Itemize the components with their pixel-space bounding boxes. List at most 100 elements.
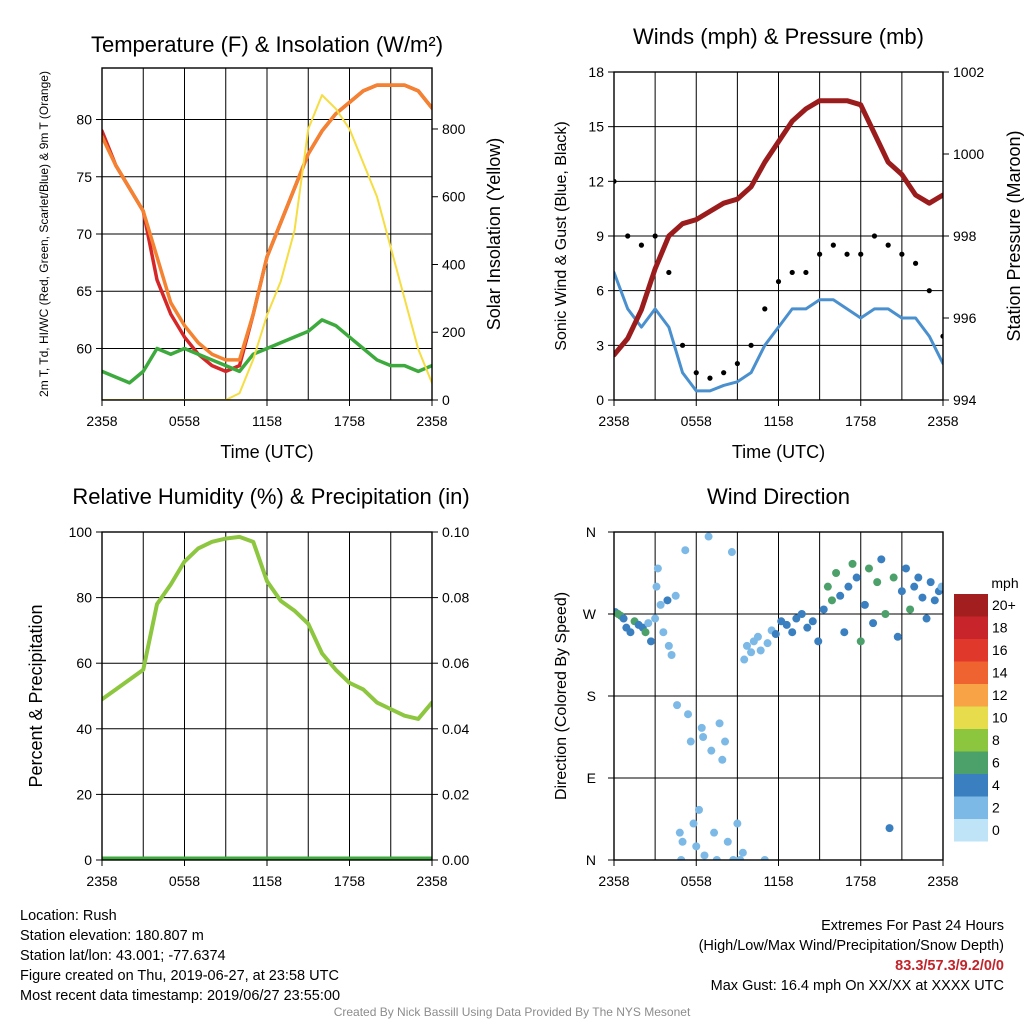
colorbar-swatch [954, 706, 988, 729]
data-point [679, 342, 686, 348]
y2-tick-label: 996 [953, 310, 977, 326]
data-point [666, 269, 672, 276]
data-point [788, 628, 797, 637]
colorbar-label: 4 [992, 777, 1000, 793]
data-point [651, 614, 660, 623]
data-point [803, 623, 812, 632]
data-point [860, 600, 869, 609]
credit-label: Created By Nick Bassill Using Data Provi… [333, 1005, 691, 1019]
y2-tick-label: 0.10 [442, 524, 469, 540]
max-gust-label: Max Gust: 16.4 mph On XX/XX at XXXX UTC [710, 978, 1004, 994]
chart-title: Wind Direction [707, 484, 850, 509]
colorbar-swatch [954, 684, 988, 707]
y2-tick-label: 994 [953, 392, 977, 408]
data-point [926, 578, 935, 587]
y-tick-label: 15 [588, 119, 604, 135]
y2-tick-label: 800 [442, 121, 466, 137]
y2-tick-label: 0.06 [442, 655, 469, 671]
data-point [664, 641, 673, 650]
y2-tick-label: 0.04 [442, 721, 469, 737]
data-point [721, 370, 727, 376]
colorbar-swatch [954, 751, 988, 774]
data-point [830, 242, 836, 248]
extremes-info: Extremes For Past 24 Hours (High/Low/Max… [699, 916, 1004, 996]
data-point [704, 532, 713, 541]
data-point [656, 600, 665, 609]
x-tick-label: 1758 [334, 873, 365, 889]
data-point [625, 233, 631, 239]
y-tick-label: 0 [596, 392, 604, 408]
data-point [723, 837, 732, 846]
data-point [819, 605, 828, 614]
colorbar-label: 6 [992, 755, 1000, 771]
x-tick-label: 2358 [598, 413, 629, 429]
data-point [641, 628, 650, 637]
colorbar-swatch [954, 661, 988, 684]
y-tick-label: S [587, 688, 596, 704]
data-point [910, 582, 919, 591]
data-point [677, 856, 686, 860]
colorbar-label: 18 [992, 620, 1008, 636]
y-tick-label: 80 [76, 112, 92, 128]
data-point [914, 573, 923, 582]
y-tick-label: 60 [76, 655, 92, 671]
y-tick-label: E [587, 770, 596, 786]
chart-title: Temperature (F) & Insolation (W/m²) [91, 32, 443, 57]
location-label: Location: Rush [20, 908, 117, 924]
data-point [797, 610, 806, 618]
colorbar-title: mph [991, 575, 1018, 591]
x-tick-label: 1158 [763, 873, 793, 889]
data-point [873, 578, 882, 587]
x-tick-label: 2358 [86, 873, 117, 889]
series-td [102, 318, 432, 385]
data-point [697, 723, 706, 732]
y-axis-label: 2m T, Td, HI/WC (Red, Green, Scarlet/Blu… [37, 71, 51, 397]
data-point [712, 856, 721, 860]
data-point [734, 360, 740, 367]
data-point [647, 637, 656, 646]
colorbar-swatch [954, 729, 988, 752]
data-point [858, 251, 864, 257]
data-point [707, 375, 713, 381]
data-point [836, 591, 845, 600]
y2-tick-label: 0.08 [442, 590, 469, 606]
data-point [827, 596, 836, 605]
data-point [756, 646, 765, 655]
data-point [848, 559, 857, 568]
x-tick-label: 1158 [252, 873, 282, 889]
wind-direction-points [614, 532, 943, 860]
data-point [748, 342, 754, 348]
data-point [817, 251, 823, 257]
data-point [762, 306, 768, 312]
colorbar-swatch [954, 594, 988, 617]
x-axis-label: Time (UTC) [732, 442, 825, 462]
x-tick-label: 2358 [927, 873, 958, 889]
data-point [808, 617, 817, 626]
panel-3: 0 20 40 60 80 100 0.00 0.02 0.04 0.06 0.08 0.10 2358… [26, 484, 470, 889]
y-tick-label: 9 [596, 228, 604, 244]
y-tick-label: 80 [76, 590, 92, 606]
data-point [681, 546, 690, 555]
data-point [871, 233, 878, 239]
y-tick-label: 65 [76, 283, 92, 299]
y2-tick-label: 400 [442, 256, 466, 272]
data-point [626, 628, 635, 637]
data-point [710, 828, 719, 837]
data-point [707, 746, 716, 755]
series-gust [614, 178, 943, 381]
colorbar-swatch [954, 616, 988, 639]
x-tick-label: 1158 [763, 413, 793, 429]
data-point [803, 269, 809, 276]
data-point [869, 619, 878, 628]
data-point [782, 620, 791, 629]
data-point [832, 569, 841, 577]
data-point [619, 614, 628, 623]
data-point [733, 819, 742, 828]
data-point [906, 605, 915, 614]
x-tick-label: 1158 [252, 413, 282, 429]
data-point [885, 824, 894, 833]
data-point [694, 805, 703, 814]
data-point [922, 614, 931, 623]
